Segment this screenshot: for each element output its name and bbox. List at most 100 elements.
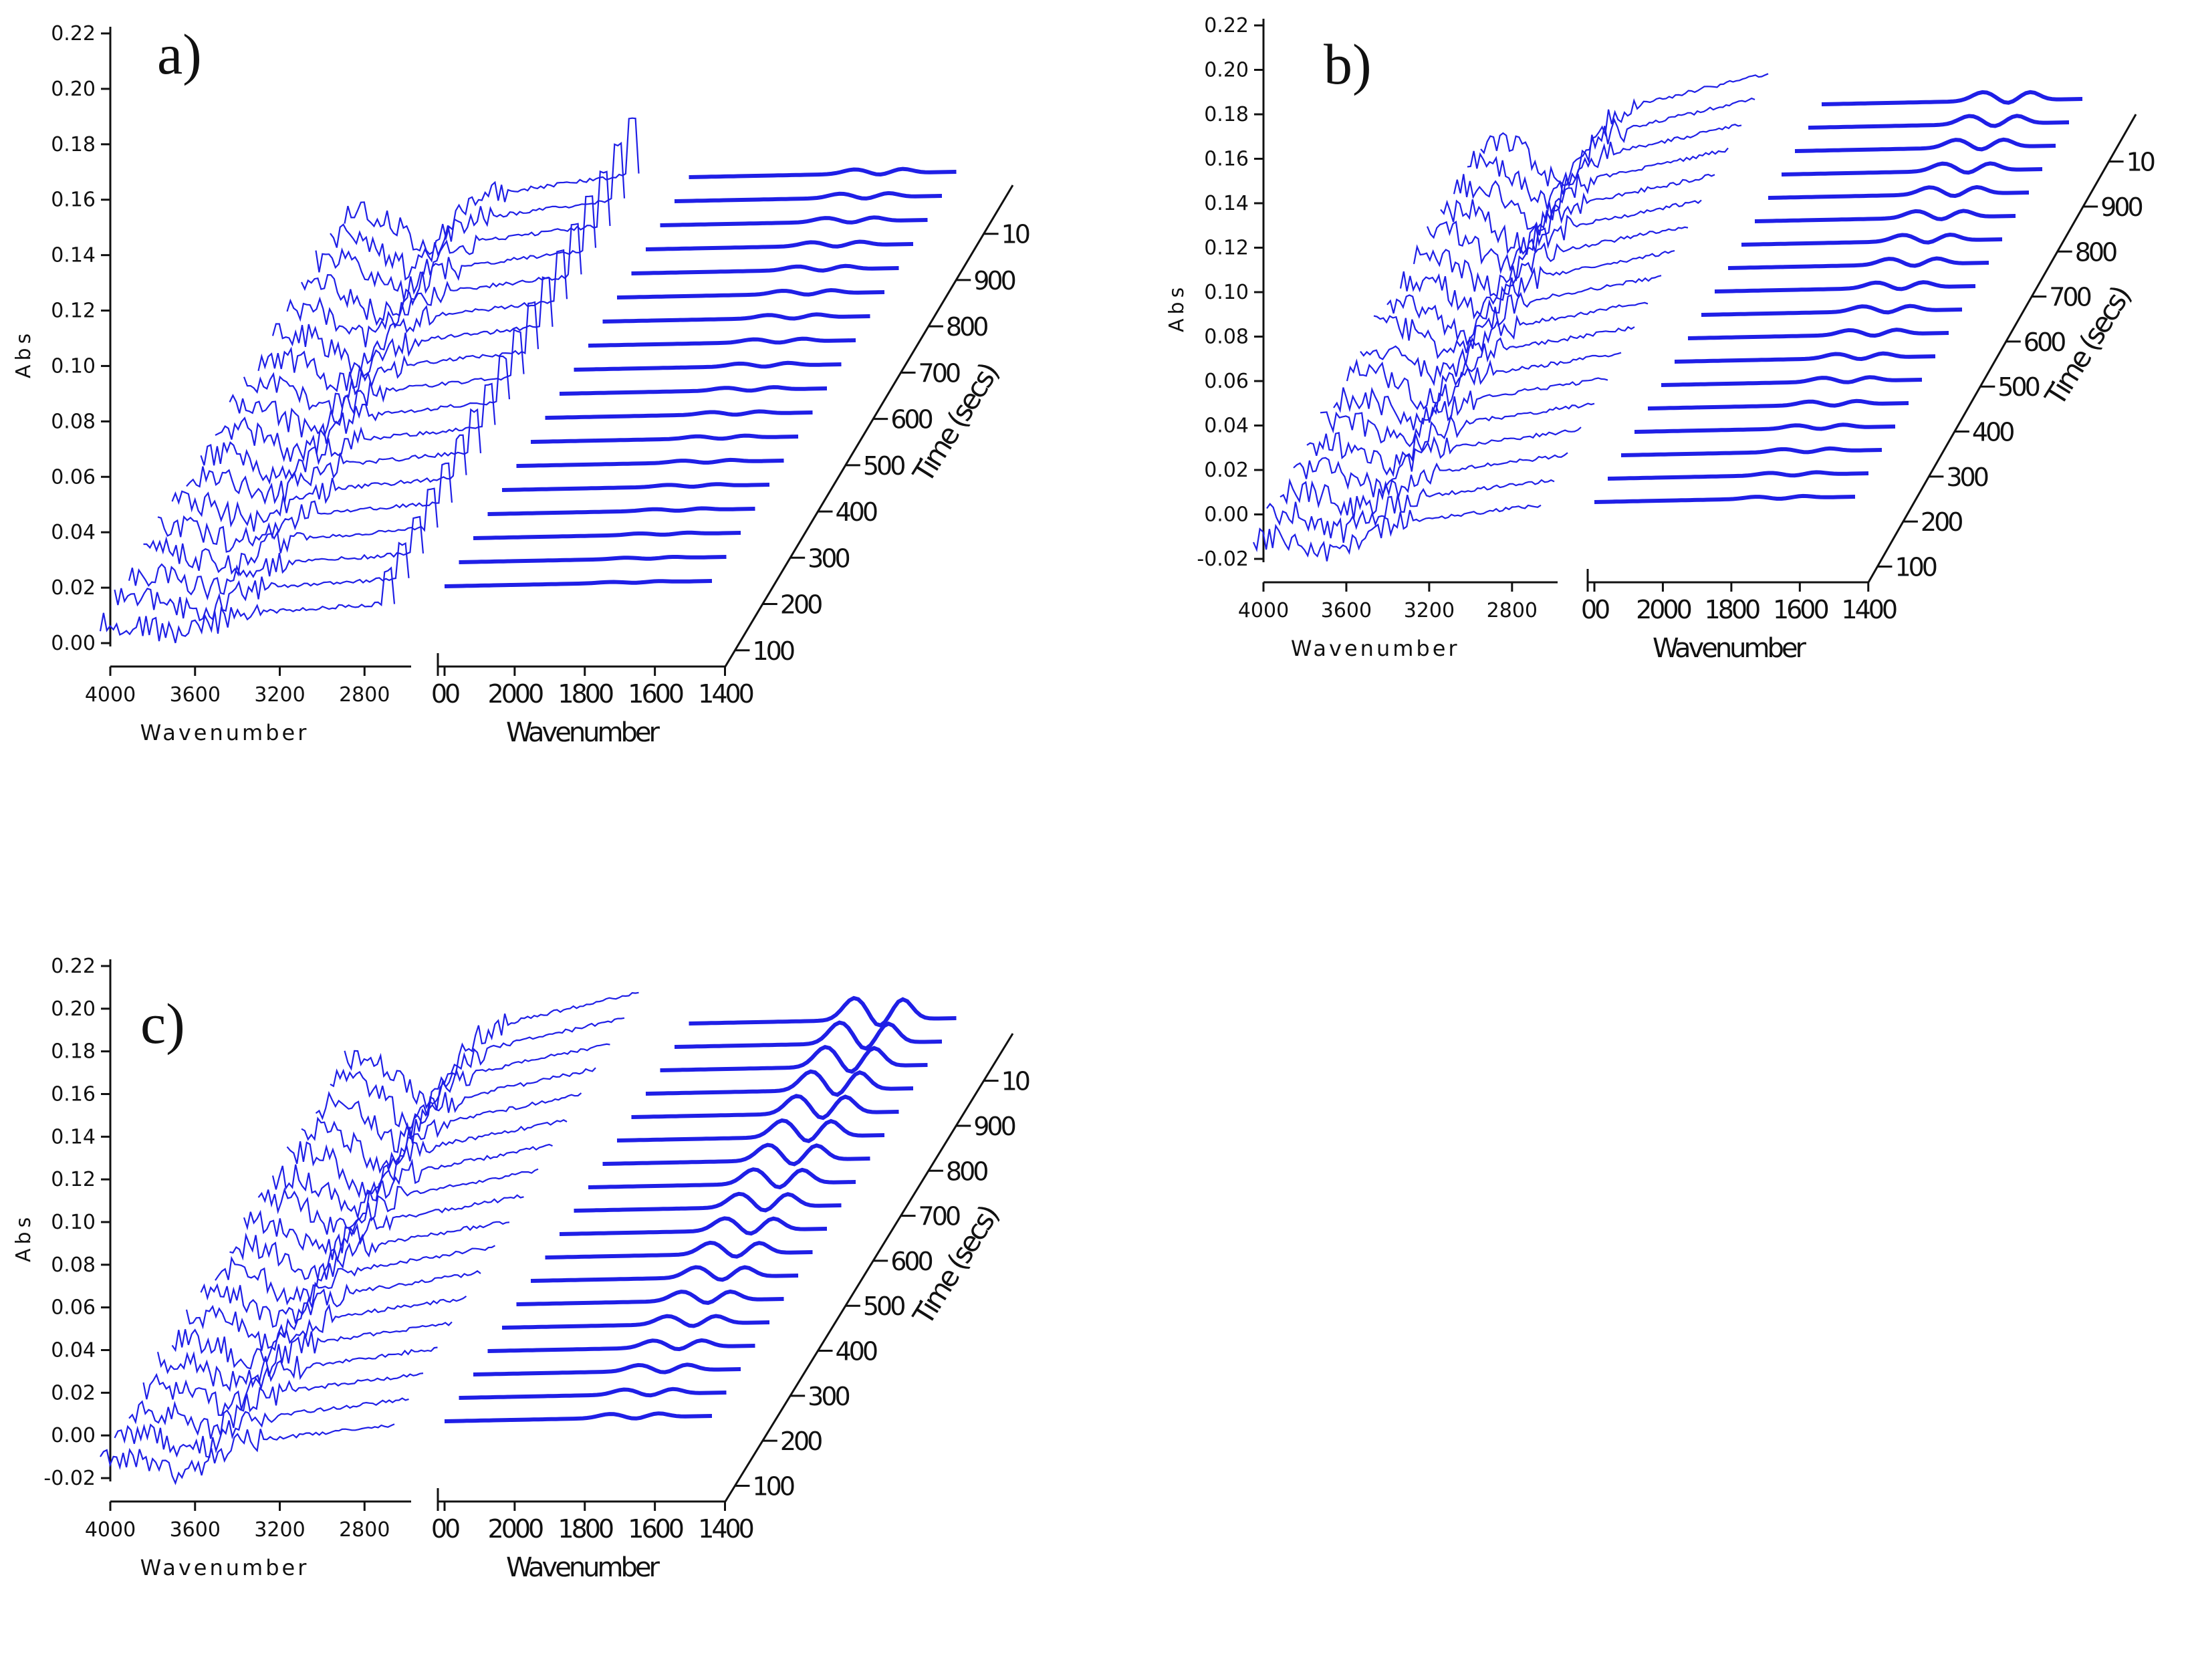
time-tick-label: 900 bbox=[973, 266, 1015, 295]
left-x-tick-label: 3200 bbox=[254, 683, 305, 707]
spectrum-trace-right bbox=[1714, 280, 1976, 293]
spectrum-trace-right bbox=[487, 506, 755, 516]
left-x-axis-title: Wavenumber bbox=[140, 720, 310, 745]
spectrum-trace-right bbox=[616, 287, 885, 299]
y-tick-label: 0.06 bbox=[1204, 370, 1249, 393]
spectrum-trace-right bbox=[530, 1265, 799, 1283]
spectrum-trace-right bbox=[1647, 398, 1909, 410]
y-tick-label: 0.16 bbox=[51, 189, 96, 212]
y-axis-title: Abs bbox=[12, 1213, 35, 1262]
right-x-tick-label: 00 bbox=[431, 679, 459, 709]
y-tick-label: 0.18 bbox=[51, 133, 96, 156]
right-x-tick-label: 2000 bbox=[1636, 595, 1691, 624]
time-tick-label: 500 bbox=[863, 451, 904, 481]
left-x-tick-label: 3600 bbox=[170, 1518, 221, 1542]
spectrum-trace-right bbox=[588, 1167, 856, 1190]
spectrum-trace-right bbox=[1687, 328, 1949, 340]
spectrum-trace-left bbox=[271, 1119, 568, 1218]
spectrum-trace-right bbox=[689, 995, 957, 1028]
spectrum-trace-left bbox=[286, 1092, 582, 1199]
right-x-axis-title: Wavenumber bbox=[506, 1552, 660, 1583]
spectrum-trace-left bbox=[1293, 427, 1582, 497]
time-axis-line bbox=[1867, 114, 2137, 583]
spectrum-trace-left bbox=[142, 1346, 438, 1417]
left-x-tick-label: 3200 bbox=[254, 1518, 305, 1542]
spectrum-trace-left bbox=[257, 1143, 553, 1235]
spectrum-trace-right bbox=[1821, 90, 2083, 106]
spectrum-trace-right bbox=[1727, 256, 1989, 270]
spectrum-trace-right bbox=[588, 336, 856, 348]
spectrum-trace-right bbox=[674, 1020, 943, 1051]
y-axis-title: Abs bbox=[12, 330, 35, 378]
spectrum-trace-left bbox=[200, 382, 496, 485]
time-tick-label: 500 bbox=[863, 1292, 904, 1321]
y-tick-label: 0.22 bbox=[51, 22, 96, 45]
time-tick-label: 800 bbox=[946, 1157, 987, 1186]
spectrum-trace-right bbox=[1674, 351, 1936, 364]
time-tick-label: 900 bbox=[2100, 193, 2142, 222]
y-tick-label: 0.14 bbox=[51, 244, 96, 267]
y-tick-label: 0.16 bbox=[51, 1083, 96, 1106]
panel-c: c) -0.02 0.00 0.02 0.04 0.06 0.08 0.10 0.12 0.14 0… bbox=[12, 955, 1032, 1583]
time-tick-label: 600 bbox=[890, 1247, 932, 1276]
spectrum-trace-left bbox=[114, 542, 410, 622]
right-x-tick-label: 1400 bbox=[698, 679, 753, 709]
time-tick-label: 700 bbox=[919, 1202, 960, 1231]
time-tick-label: 700 bbox=[919, 358, 960, 388]
spectrum-trace-right bbox=[574, 1191, 842, 1213]
spectrum-trace-left bbox=[1413, 199, 1702, 298]
y-tick-label: 0.04 bbox=[51, 521, 96, 544]
spectrum-trace-left bbox=[1480, 73, 1769, 187]
spectrum-trace-right bbox=[602, 1143, 870, 1167]
time-tick-label: 400 bbox=[836, 497, 877, 527]
y-tick-label: 0.12 bbox=[51, 299, 96, 323]
y-tick-label: 0.08 bbox=[51, 410, 96, 433]
spectrum-trace-left bbox=[243, 301, 539, 415]
spectrum-trace-left bbox=[171, 1295, 467, 1370]
time-tick-label: 10 bbox=[1001, 220, 1029, 249]
spectrum-trace-right bbox=[516, 1289, 784, 1306]
y-tick-label: -0.02 bbox=[1197, 548, 1249, 571]
y-tick-label: 0.12 bbox=[51, 1168, 96, 1191]
time-axis-line bbox=[724, 1033, 1014, 1502]
right-x-tick-label: 1400 bbox=[1841, 595, 1897, 624]
right-x-tick-label: 1800 bbox=[1705, 595, 1760, 624]
right-x-axis-title: Wavenumber bbox=[1653, 633, 1806, 664]
time-tick-label: 100 bbox=[1895, 552, 1936, 582]
y-axis-title: Abs bbox=[1165, 283, 1189, 332]
y-tick-label: 0.02 bbox=[51, 576, 96, 600]
spectrum-trace-left bbox=[301, 195, 597, 326]
spectrum-trace-left bbox=[114, 1397, 409, 1459]
spectrum-trace-left bbox=[243, 1168, 539, 1260]
spectrum-trace-right bbox=[1781, 161, 2043, 176]
time-tick-label: 300 bbox=[808, 1382, 849, 1411]
spectrum-trace-left bbox=[330, 1017, 625, 1132]
left-x-tick-label: 2800 bbox=[1487, 599, 1538, 622]
spectrum-trace-right bbox=[559, 385, 828, 396]
spectrum-trace-right bbox=[660, 215, 928, 227]
y-tick-label: 0.22 bbox=[51, 955, 96, 978]
left-x-tick-label: 3200 bbox=[1404, 599, 1455, 622]
spectrum-trace-left bbox=[315, 170, 611, 304]
y-tick-label: 0.00 bbox=[51, 1424, 96, 1447]
right-x-tick-label: 2000 bbox=[488, 679, 543, 709]
spectrum-trace-right bbox=[674, 191, 943, 203]
y-tick-label: 0.04 bbox=[51, 1339, 96, 1362]
spectrum-trace-right bbox=[501, 1314, 770, 1330]
y-tick-label: 0.00 bbox=[51, 632, 96, 655]
time-tick-label: 100 bbox=[752, 636, 794, 666]
panel-label: b) bbox=[1324, 32, 1372, 96]
left-x-tick-label: 4000 bbox=[1238, 599, 1289, 622]
spectrum-trace-left bbox=[143, 487, 439, 577]
y-tick-label: 0.06 bbox=[51, 1296, 96, 1320]
left-x-tick-label: 2800 bbox=[339, 683, 390, 707]
spectrum-trace-right bbox=[473, 1362, 741, 1376]
spectrum-trace-right bbox=[631, 1094, 899, 1120]
spectrum-trace-left bbox=[1360, 302, 1649, 386]
spectrum-trace-left bbox=[1333, 352, 1622, 431]
right-x-tick-label: 00 bbox=[1581, 595, 1609, 624]
right-x-tick-label: 1600 bbox=[1773, 595, 1828, 624]
spectrum-trace-left bbox=[1252, 504, 1542, 562]
left-x-axis-title: Wavenumber bbox=[1291, 636, 1460, 661]
spectrum-trace-right bbox=[574, 360, 842, 372]
